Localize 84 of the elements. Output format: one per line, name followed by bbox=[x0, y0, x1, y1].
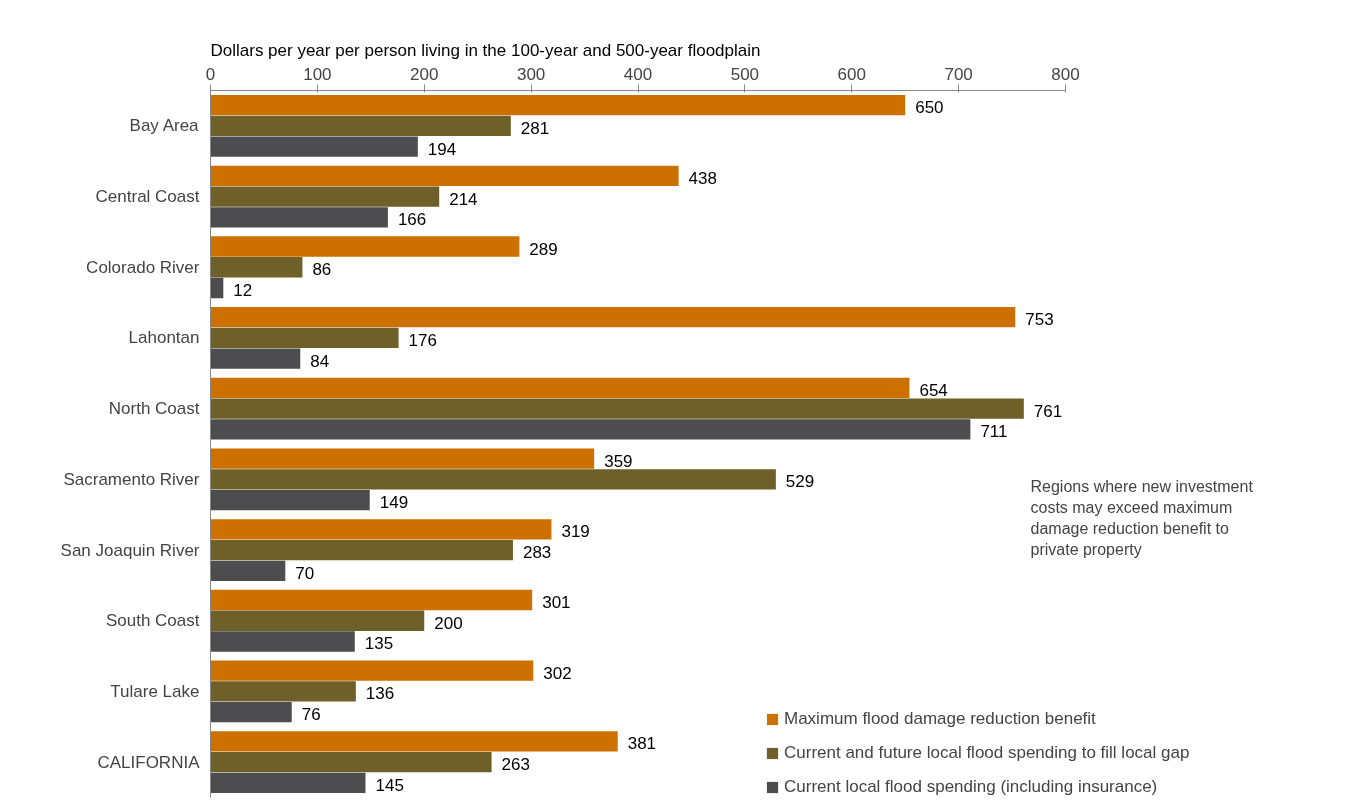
data-label: 76 bbox=[301, 705, 321, 725]
y-tick-label: South Coast bbox=[105, 611, 200, 631]
x-tick-label: 600 bbox=[837, 64, 866, 84]
y-tick-label: San Joaquin River bbox=[60, 540, 200, 560]
data-label: 711 bbox=[980, 422, 1008, 442]
bar bbox=[210, 257, 303, 278]
legend-label: Current and future local flood spending to fill local gap bbox=[784, 743, 1190, 763]
data-label: 136 bbox=[365, 684, 395, 704]
bar bbox=[210, 136, 418, 157]
bar bbox=[210, 348, 301, 369]
x-tick-label: 0 bbox=[205, 64, 216, 84]
data-label: 86 bbox=[312, 260, 332, 280]
data-label: 84 bbox=[310, 351, 330, 371]
data-label: 200 bbox=[434, 613, 463, 633]
bar bbox=[210, 307, 1016, 328]
x-tick-label: 300 bbox=[516, 64, 546, 84]
y-tick-label: Bay Area bbox=[129, 116, 200, 136]
data-label: 149 bbox=[379, 493, 409, 513]
bar bbox=[210, 327, 399, 349]
bar bbox=[210, 731, 618, 752]
y-tick-label: CALIFORNIA bbox=[97, 752, 201, 772]
bar bbox=[210, 469, 776, 490]
bar bbox=[210, 236, 520, 257]
data-label: 176 bbox=[408, 330, 437, 350]
bar bbox=[210, 560, 286, 581]
annotation: Regions where new investment costs may exceed maximum damage reduction benefit to private property bbox=[1030, 477, 1254, 559]
data-label: 70 bbox=[295, 563, 315, 583]
y-tick-label: Sacramento River bbox=[63, 469, 200, 489]
y-tick-label: Central Coast bbox=[95, 187, 200, 207]
data-label: 319 bbox=[561, 522, 590, 542]
x-tick-label: 800 bbox=[1051, 64, 1080, 84]
bar bbox=[210, 165, 679, 186]
x-tick-label: 500 bbox=[730, 64, 760, 84]
data-label: 529 bbox=[785, 472, 815, 492]
bar bbox=[210, 115, 511, 137]
bar bbox=[210, 631, 355, 652]
bar bbox=[210, 772, 366, 794]
legend-label: Maximum flood damage reduction benefit bbox=[784, 709, 1096, 729]
data-label: 761 bbox=[1033, 401, 1063, 421]
bar bbox=[210, 660, 534, 681]
bar bbox=[210, 539, 513, 561]
y-tick-label: Tulare Lake bbox=[110, 681, 200, 701]
bar bbox=[210, 94, 906, 116]
x-axis-title: Dollars per year per person living in the 100-year and 500-year floodplain bbox=[210, 40, 761, 60]
data-label: 438 bbox=[688, 168, 717, 188]
bar bbox=[210, 751, 492, 773]
y-tick-label: Colorado River bbox=[86, 257, 200, 277]
x-tick-label: 700 bbox=[944, 64, 973, 84]
y-tick-label: Lahontan bbox=[128, 328, 200, 348]
data-label: 381 bbox=[627, 734, 657, 754]
bar bbox=[210, 589, 533, 611]
data-label: 283 bbox=[522, 543, 552, 563]
bar bbox=[210, 419, 971, 440]
x-tick-label: 400 bbox=[623, 64, 653, 84]
x-tick-label: 200 bbox=[410, 64, 439, 84]
bar bbox=[210, 519, 552, 540]
bar bbox=[210, 277, 224, 299]
data-label: 301 bbox=[542, 593, 571, 613]
data-label: 145 bbox=[375, 775, 404, 795]
bar bbox=[210, 702, 292, 723]
data-label: 194 bbox=[427, 139, 457, 159]
data-label: 281 bbox=[520, 118, 550, 138]
bar bbox=[210, 186, 440, 207]
bar bbox=[210, 207, 388, 228]
y-tick-label: North Coast bbox=[108, 399, 200, 419]
data-label: 12 bbox=[233, 280, 253, 300]
data-label: 654 bbox=[919, 380, 948, 400]
legend-label: Current local flood spending (including insurance) bbox=[784, 777, 1158, 797]
bar bbox=[210, 377, 910, 399]
data-label: 302 bbox=[543, 663, 572, 683]
data-label: 359 bbox=[604, 451, 633, 471]
bar bbox=[210, 489, 370, 511]
data-label: 135 bbox=[364, 634, 394, 654]
bar bbox=[210, 398, 1024, 419]
x-tick-label: 100 bbox=[303, 64, 332, 84]
data-label: 289 bbox=[529, 239, 558, 259]
bar bbox=[210, 448, 595, 469]
data-label: 166 bbox=[397, 210, 427, 230]
data-label: 650 bbox=[915, 98, 944, 118]
data-label: 753 bbox=[1025, 310, 1054, 330]
bar bbox=[210, 610, 425, 631]
data-label: 214 bbox=[449, 189, 478, 209]
bar bbox=[210, 681, 356, 702]
data-label: 263 bbox=[501, 755, 530, 775]
